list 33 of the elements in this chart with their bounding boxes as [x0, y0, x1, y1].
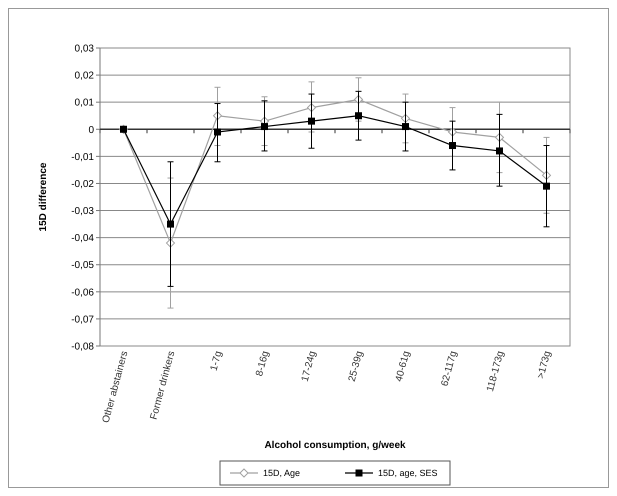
x-tick-label: 62-117g [439, 350, 460, 388]
x-tick-label: 8-16g [254, 350, 272, 378]
y-tick-label: -0,04 [71, 233, 94, 244]
y-tick-label: -0,02 [71, 178, 94, 190]
y-tick-label: -0,03 [71, 206, 94, 218]
x-tick-label: 40-61g [394, 350, 412, 383]
legend-label: 15D, age, SES [378, 468, 438, 478]
y-tick-label: 0,02 [74, 70, 94, 82]
y-tick-label: -0,07 [71, 314, 94, 326]
point [355, 112, 362, 120]
point [543, 182, 550, 190]
y-tick-label: -0,06 [71, 287, 94, 298]
y-tick-label: -0,08 [71, 342, 94, 352]
y-tick-label: -0,01 [71, 152, 94, 163]
x-tick-label: 17-24g [300, 350, 318, 383]
point [214, 128, 221, 136]
x-tick-label: >173g [536, 350, 554, 380]
y-axis-title: 15D difference [38, 162, 49, 232]
x-tick-label: 1-7g [208, 350, 224, 372]
point [449, 142, 456, 150]
point [496, 147, 503, 154]
legend-label: 15D, Age [263, 468, 300, 478]
x-tick-label: Former drinkers [148, 350, 178, 421]
y-tick-label: 0,01 [74, 98, 94, 109]
x-tick-label: 25-39g [346, 350, 366, 383]
point [167, 220, 174, 228]
y-tick-label: 0,03 [74, 44, 94, 54]
point [261, 123, 268, 130]
point [402, 123, 409, 130]
x-axis-title: Alcohol consumption, g/week [264, 440, 406, 451]
point [308, 118, 315, 125]
y-tick-label: 0 [88, 124, 94, 136]
y-tick-label: -0,05 [71, 260, 94, 272]
